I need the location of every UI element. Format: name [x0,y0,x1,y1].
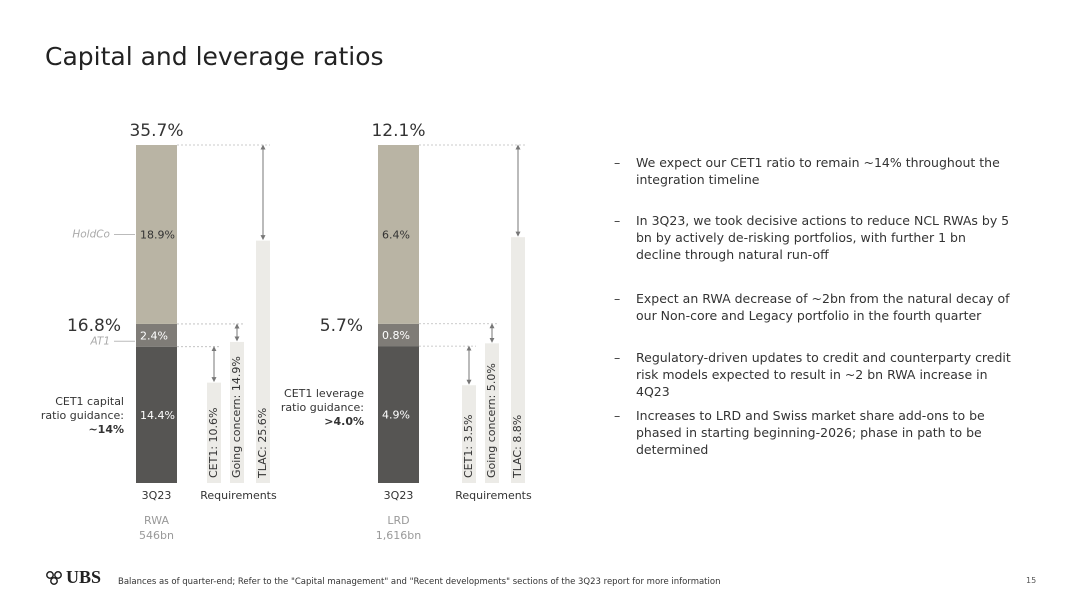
total-label: 35.7% [129,121,183,141]
total-label: 12.1% [371,121,425,141]
bullet-text: Regulatory-driven updates to credit and … [636,350,1011,399]
bullet-text: Increases to LRD and Swiss market share … [636,408,985,457]
slide-title: Capital and leverage ratios [45,42,384,71]
bullet-text: We expect our CET1 ratio to remain ~14% … [636,155,1000,187]
base-amount: 546bn [139,529,174,542]
bar-segment [378,145,419,324]
requirement-bar [230,341,244,483]
bullet-text: In 3Q23, we took decisive actions to red… [636,213,1010,262]
category-label: Requirements [455,489,532,502]
guidance-value: >4.0% [324,415,364,428]
bar-segment [378,323,419,347]
footnote: Balances as of quarter-end; Refer to the… [118,577,721,587]
bullet: – We expect our CET1 ratio to remain ~14%… [614,154,1014,188]
dash: – [614,291,621,306]
requirement-label: Going concern: 14.9% [230,356,243,478]
base-label: LRD [387,514,409,527]
base-label: RWA [144,514,169,527]
bullet: – Increases to LRD and Swiss market share… [614,407,1014,458]
requirement-label: CET1: 3.5% [462,415,475,479]
bullet: – Expect an RWA decrease of ~2bn from the… [614,290,1014,324]
bar-segment [378,346,419,483]
requirement-bar [256,240,270,483]
requirement-label: TLAC: 25.6% [256,408,269,479]
dash: – [614,213,621,228]
segment-label: 2.4% [140,329,168,342]
requirement-label: Going concern: 5.0% [485,363,498,478]
tier1-label: 16.8% [67,316,121,336]
logo-key [50,577,58,585]
requirement-label: CET1: 10.6% [207,408,220,479]
segment-label: 6.4% [382,228,410,241]
segment-label: 18.9% [140,228,175,241]
logo: UBS [66,567,102,587]
category-label: Requirements [200,489,277,502]
segment-label: 4.9% [382,409,410,422]
category-label: 3Q23 [384,489,414,502]
requirement-bar [207,382,221,483]
guidance: CET1 leverage ratio guidance: >4.0% [269,387,364,429]
logo-key [54,571,62,579]
page-number: 15 [1026,576,1037,585]
guidance: CET1 capital ratio guidance: ~14% [29,395,124,437]
requirement-label: TLAC: 8.8% [511,415,524,479]
bar-segment [136,323,177,347]
bullet: – Regulatory-driven updates to credit and… [614,349,1014,400]
bullet: – In 3Q23, we took decisive actions to re… [614,212,1014,263]
segment-name: AT1 [89,335,110,347]
segment-label: 14.4% [140,409,175,422]
category-label: 3Q23 [142,489,172,502]
bar-segment [136,145,177,324]
dash: – [614,155,621,170]
segment-name: HoldCo [72,228,110,240]
bar-segment [136,346,177,483]
dash: – [614,408,621,423]
requirement-bar [511,237,525,483]
bullet-text: Expect an RWA decrease of ~2bn from the … [636,291,1010,323]
tier1-label: 5.7% [320,316,363,336]
segment-label: 0.8% [382,329,410,342]
logo-key [46,571,54,579]
requirement-bar [462,385,476,483]
guidance-value: ~14% [88,423,124,436]
base-amount: 1,616bn [376,529,421,542]
requirement-bar [485,343,499,483]
dash: – [614,350,621,365]
